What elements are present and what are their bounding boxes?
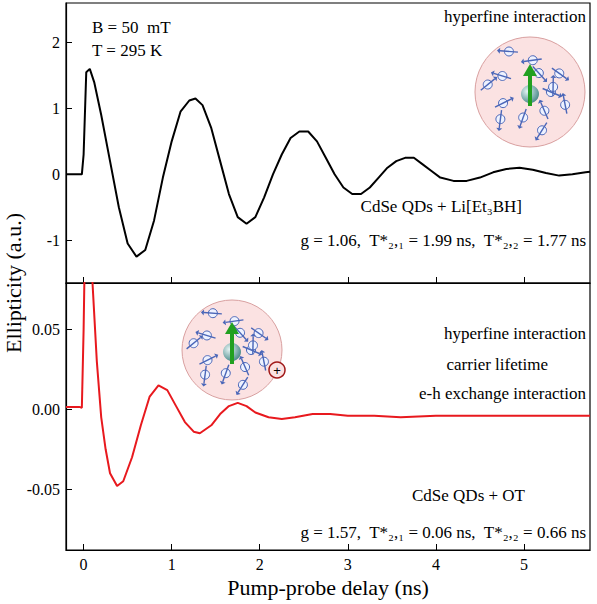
svg-text:0: 0	[80, 556, 88, 573]
svg-text:CdSe QDs + OT: CdSe QDs + OT	[412, 486, 526, 505]
svg-text:3: 3	[344, 556, 352, 573]
svg-text:e-h exchange interaction: e-h exchange interaction	[419, 384, 587, 403]
svg-text:hyperfine interaction: hyperfine interaction	[444, 7, 587, 26]
svg-text:-0.05: -0.05	[27, 481, 60, 498]
svg-text:+: +	[273, 363, 281, 378]
svg-text:0.00: 0.00	[32, 401, 60, 418]
svg-text:g = 1.06, T*₂,₁ = 1.99 ns, T: g = 1.06, T*₂,₁ = 1.99 ns, T*₂,₂ = 1.77 …	[300, 231, 586, 250]
svg-text:Ellipticity (a.u.): Ellipticity (a.u.)	[1, 213, 26, 353]
svg-text:CdSe QDs + Li[Et₃BH]: CdSe QDs + Li[Et₃BH]	[361, 197, 522, 216]
svg-text:0: 0	[52, 166, 60, 183]
svg-text:2: 2	[256, 556, 264, 573]
svg-text:4: 4	[432, 556, 440, 573]
svg-text:1: 1	[52, 100, 60, 117]
svg-text:2: 2	[52, 34, 60, 51]
svg-text:B = 50 mT: B = 50 mT	[92, 18, 171, 37]
svg-text:Pump-probe delay (ns): Pump-probe delay (ns)	[227, 575, 429, 600]
svg-text:carrier lifetime: carrier lifetime	[447, 355, 548, 374]
svg-text:0.05: 0.05	[32, 321, 60, 338]
svg-text:1: 1	[168, 556, 176, 573]
svg-text:g = 1.57, T*₂,₁ = 0.06 ns, T: g = 1.57, T*₂,₁ = 0.06 ns, T*₂,₂ = 0.66 …	[300, 523, 586, 542]
svg-text:T = 295 K: T = 295 K	[92, 41, 163, 60]
svg-text:hyperfine interaction: hyperfine interaction	[444, 324, 587, 343]
svg-text:5: 5	[520, 556, 528, 573]
svg-text:-1: -1	[47, 232, 60, 249]
